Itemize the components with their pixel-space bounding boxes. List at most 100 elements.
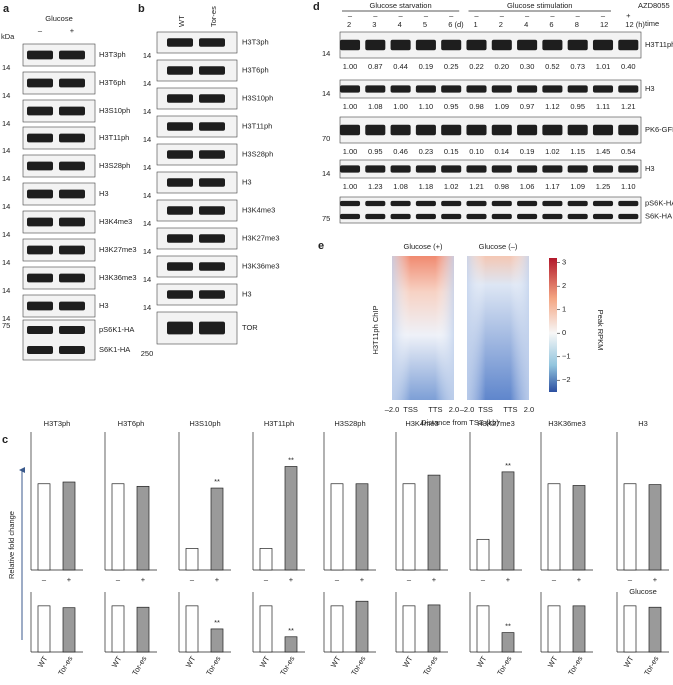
band: [365, 213, 386, 220]
kda-label: 14: [2, 63, 10, 72]
band: [199, 122, 225, 131]
blot: [156, 171, 238, 194]
band: [415, 124, 436, 136]
bar: [62, 607, 76, 653]
quant-value: 1.25: [596, 182, 611, 191]
kda-label: 70: [322, 134, 330, 143]
band: [59, 50, 85, 60]
bar: [284, 636, 298, 653]
band: [59, 217, 85, 227]
x-tick-label: TSS: [403, 405, 418, 414]
x-tick-label: –: [628, 575, 633, 584]
bar: [185, 548, 199, 571]
band: [491, 200, 512, 207]
band: [365, 200, 386, 207]
chart-title: H3: [638, 419, 648, 428]
band: [27, 326, 53, 334]
band: [167, 290, 193, 299]
colorbar-tick-label: 0: [562, 328, 566, 337]
band: [59, 301, 85, 311]
heatmap-shade: [467, 256, 529, 400]
x-tick-label: –2.0: [385, 405, 400, 414]
band: [390, 39, 411, 51]
band: [339, 165, 361, 173]
x-tick-label: Tor-es: [566, 654, 584, 677]
band: [618, 213, 639, 220]
x-tick-label: Tor-es: [642, 654, 660, 677]
band: [567, 213, 588, 220]
band: [542, 200, 563, 207]
blot-label: H3K27me3: [99, 245, 137, 254]
band: [27, 273, 53, 283]
quant-value: 1.10: [621, 182, 636, 191]
quant-value: 0.98: [469, 102, 484, 111]
time-value: 2: [347, 20, 351, 29]
blot: [156, 227, 238, 250]
blot-label: H3S10ph: [242, 93, 273, 102]
blot: [339, 116, 642, 144]
quant-value: 0.95: [444, 102, 459, 111]
band: [167, 234, 193, 243]
y-axis-label: H3T11ph ChIP: [371, 305, 380, 354]
panel-label: a: [3, 3, 10, 15]
treatment-sign: –: [449, 11, 454, 20]
x-tick-label: +: [360, 575, 365, 584]
band: [167, 38, 193, 47]
band: [339, 85, 361, 93]
quant-value: 0.46: [393, 147, 408, 156]
bar: [547, 605, 561, 653]
lane-label: Tor-es: [209, 6, 218, 27]
bar: [501, 632, 515, 653]
blot-label: H3T3ph: [242, 37, 269, 46]
band: [59, 78, 85, 88]
kda-label: 14: [143, 107, 151, 116]
quant-value: 0.22: [469, 62, 484, 71]
quant-value: 1.00: [393, 102, 408, 111]
colorbar-tick-label: 2: [562, 281, 566, 290]
band: [27, 161, 53, 171]
blot-label: pS6K-HA: [645, 198, 673, 207]
quant-value: 1.21: [621, 102, 636, 111]
bar: [476, 538, 490, 571]
blot: [339, 31, 642, 59]
band: [567, 85, 588, 93]
band: [199, 38, 225, 47]
x-tick-label: +: [432, 575, 437, 584]
bar: [572, 605, 586, 653]
band: [542, 124, 563, 136]
kda-label: 14: [2, 202, 10, 211]
band: [491, 165, 512, 173]
band: [59, 189, 85, 199]
kda-label: 14: [322, 89, 330, 98]
quant-value: 1.10: [419, 102, 434, 111]
x-tick-label: –: [335, 575, 340, 584]
kda-label: 14: [143, 303, 151, 312]
time-value: 3: [372, 20, 376, 29]
band: [199, 94, 225, 103]
quant-value: 1.12: [545, 102, 560, 111]
time-value: 12: [600, 20, 608, 29]
band: [542, 165, 563, 173]
quant-value: 0.97: [520, 102, 535, 111]
bar: [111, 483, 125, 571]
bar: [111, 605, 125, 653]
band: [415, 213, 436, 220]
bar: [37, 605, 51, 653]
chart-title: H3S28ph: [334, 419, 365, 428]
kda-label: 75: [2, 321, 10, 330]
heatmap-title: Glucose (–): [479, 242, 518, 251]
band: [339, 200, 361, 207]
heatmap-title: Glucose (+): [404, 242, 443, 251]
blot-label: H3S28ph: [242, 149, 273, 158]
quant-value: 0.98: [494, 182, 509, 191]
blot-label: H3S10ph: [99, 106, 130, 115]
quant-value: 1.21: [469, 182, 484, 191]
bar: [501, 471, 515, 571]
band: [167, 206, 193, 215]
quant-value: 1.09: [494, 102, 509, 111]
x-tick-label: 2.0: [524, 405, 534, 414]
band: [27, 106, 53, 116]
panel-label: e: [318, 240, 324, 252]
bar: [547, 483, 561, 571]
